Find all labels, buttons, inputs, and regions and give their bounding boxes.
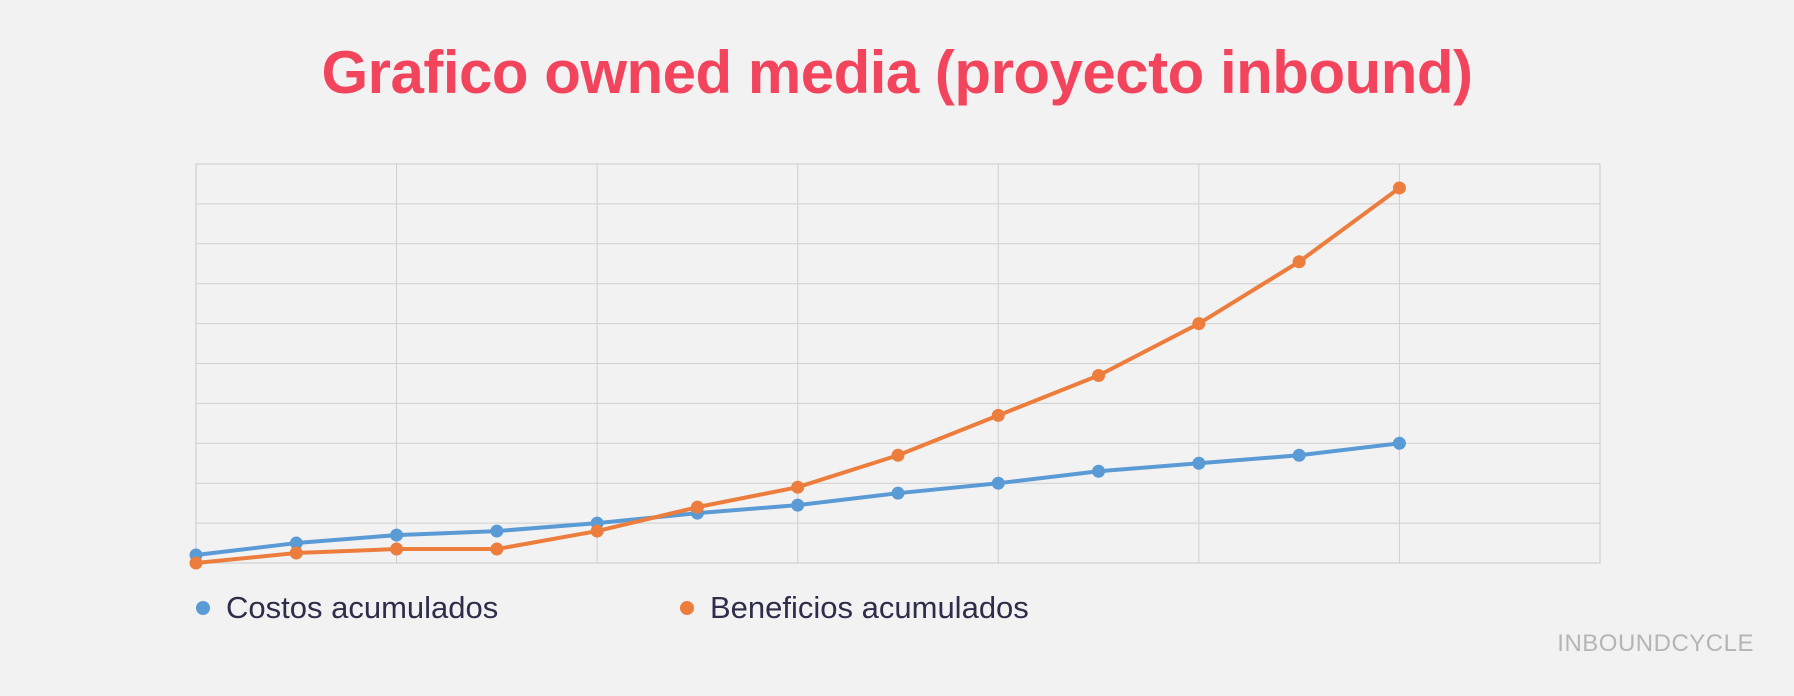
data-point-beneficios <box>791 480 805 494</box>
data-point-beneficios <box>690 500 704 514</box>
legend-marker-costos <box>196 601 210 615</box>
series-layer <box>189 181 1406 570</box>
data-point-beneficios <box>189 556 203 570</box>
data-point-costos <box>991 476 1005 490</box>
data-point-beneficios <box>289 546 303 560</box>
legend-label-beneficios: Beneficios acumulados <box>710 590 1029 625</box>
legend-label-costos: Costos acumulados <box>226 590 499 625</box>
data-point-beneficios <box>1392 181 1406 195</box>
data-point-beneficios <box>1092 368 1106 382</box>
data-point-costos <box>891 486 905 500</box>
data-point-costos <box>1192 456 1206 470</box>
legend-item-costos: Costos acumulados <box>196 588 498 628</box>
data-point-costos <box>1392 436 1406 450</box>
data-point-beneficios <box>1192 317 1206 331</box>
data-point-beneficios <box>390 542 404 556</box>
data-point-costos <box>490 524 504 538</box>
data-point-costos <box>289 536 303 550</box>
data-point-costos <box>1292 448 1306 462</box>
legend-marker-beneficios <box>680 601 694 615</box>
data-point-beneficios <box>490 542 504 556</box>
data-point-costos <box>390 528 404 542</box>
data-point-beneficios <box>590 524 604 538</box>
chart-title: Grafico owned media (proyecto inbound) <box>321 39 1473 106</box>
data-point-beneficios <box>891 448 905 462</box>
data-point-beneficios <box>991 408 1005 422</box>
data-point-beneficios <box>1292 255 1306 269</box>
data-point-costos <box>1092 464 1106 478</box>
brand-logo: INBOUNDCYCLE <box>1557 630 1754 657</box>
legend-item-beneficios: Beneficios acumulados <box>680 588 1029 628</box>
grid <box>195 163 1601 564</box>
data-point-costos <box>791 498 805 512</box>
